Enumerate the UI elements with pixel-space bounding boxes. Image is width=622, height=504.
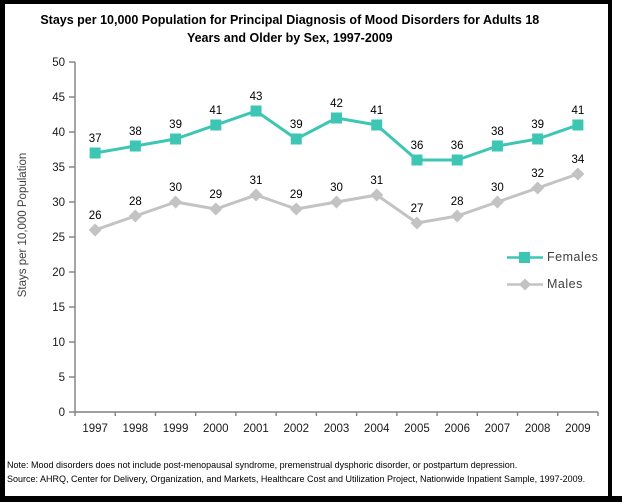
females-marker [331, 112, 342, 124]
females-point-label: 36 [411, 140, 424, 152]
males-point-label: 28 [129, 196, 142, 208]
males-point-label: 26 [89, 210, 102, 222]
males-point-label: 31 [250, 175, 263, 187]
males-marker [330, 195, 343, 209]
x-tick-label: 2002 [283, 423, 309, 435]
females-marker [129, 140, 141, 152]
females-marker [532, 133, 544, 145]
males-marker [531, 181, 545, 195]
females-marker [491, 140, 503, 152]
females-point-label: 41 [370, 105, 383, 117]
x-tick-label: 2001 [243, 423, 269, 435]
females-point-label: 38 [129, 126, 142, 138]
males-point-label: 34 [571, 154, 584, 166]
y-tick-label: 5 [59, 372, 65, 384]
males-marker [209, 202, 223, 216]
y-tick-label: 35 [52, 162, 65, 174]
y-tick-label: 15 [52, 302, 65, 314]
window-border-right [608, 0, 612, 502]
males-point-label: 27 [411, 203, 424, 215]
y-tick-label: 25 [52, 232, 65, 244]
window-border-top [0, 0, 612, 4]
females-marker [572, 119, 584, 131]
males-marker [370, 188, 384, 202]
males-point-label: 30 [330, 182, 343, 194]
x-tick-label: 1998 [123, 423, 149, 435]
y-tick-label: 50 [52, 57, 65, 69]
males-marker [571, 167, 585, 181]
males-marker [128, 209, 142, 223]
y-tick-label: 30 [52, 197, 65, 209]
males-marker [490, 195, 504, 209]
x-tick-label: 2006 [444, 423, 470, 435]
females-point-label: 37 [89, 133, 102, 145]
y-tick-label: 0 [59, 407, 65, 419]
males-marker [249, 188, 263, 202]
females-point-label: 41 [571, 105, 584, 117]
legend-item-females: Females [506, 250, 598, 264]
footnotes: Note: Mood disorders does not include po… [7, 459, 611, 486]
females-marker [89, 147, 101, 159]
note-text: Note: Mood disorders does not include po… [7, 460, 518, 470]
males-marker [410, 216, 424, 230]
x-tick-label: 1997 [82, 423, 108, 435]
y-tick-label: 40 [52, 127, 65, 139]
legend-item-males: Males [506, 277, 598, 291]
x-tick-label: 2008 [525, 423, 551, 435]
x-tick-label: 2009 [565, 423, 591, 435]
males-point-label: 28 [451, 196, 464, 208]
window-border-left [0, 0, 5, 502]
males-line-marker-icon [507, 278, 543, 290]
source-text: Source: AHRQ, Center for Delivery, Organ… [7, 473, 586, 484]
x-tick-label: 2005 [404, 423, 430, 435]
x-tick-label: 2004 [364, 423, 390, 435]
legend-label-females: Females [547, 250, 599, 264]
females-point-label: 39 [169, 119, 182, 131]
females-point-label: 42 [330, 98, 343, 110]
x-tick-label: 2000 [203, 423, 229, 435]
females-line-marker-icon [507, 251, 543, 263]
females-point-label: 38 [491, 126, 504, 138]
females-marker [451, 154, 463, 166]
chart-legend: Females Males [506, 250, 598, 291]
females-marker [210, 119, 222, 131]
males-point-label: 31 [370, 175, 383, 187]
females-point-label: 39 [290, 119, 303, 131]
females-point-label: 39 [531, 119, 544, 131]
males-marker [88, 223, 102, 237]
males-point-label: 30 [491, 182, 504, 194]
females-marker [290, 133, 302, 145]
males-marker [450, 209, 464, 223]
females-marker [170, 133, 182, 145]
chart-title: Stays per 10,000 Population for Principa… [40, 13, 540, 45]
x-tick-label: 2007 [485, 423, 511, 435]
males-point-label: 32 [531, 168, 544, 180]
y-tick-label: 20 [52, 267, 65, 279]
males-point-label: 29 [290, 189, 303, 201]
females-point-label: 41 [209, 105, 222, 117]
y-tick-label: 10 [52, 337, 65, 349]
females-point-label: 43 [250, 91, 263, 103]
females-marker [411, 154, 423, 166]
window-border-bottom [0, 496, 622, 502]
males-point-label: 29 [209, 189, 222, 201]
y-tick-label: 45 [52, 92, 65, 104]
x-tick-label: 2003 [324, 423, 350, 435]
males-point-label: 30 [169, 182, 182, 194]
males-marker [169, 195, 183, 209]
x-tick-label: 1999 [163, 423, 189, 435]
females-point-label: 36 [451, 140, 464, 152]
females-marker [371, 119, 383, 131]
males-marker [289, 202, 303, 216]
females-marker [250, 105, 262, 117]
legend-label-males: Males [547, 277, 583, 291]
